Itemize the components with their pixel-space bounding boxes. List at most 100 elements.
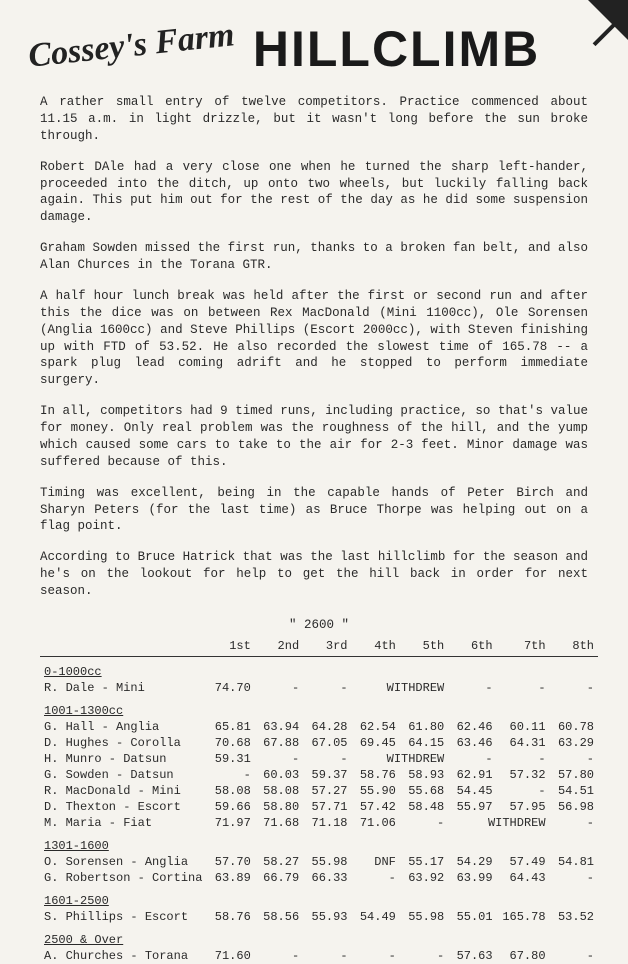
time-cell: 55.68 — [400, 783, 448, 799]
result-row: A. Churches - Torana71.60----57.6367.80- — [40, 948, 598, 964]
time-cell: 60.03 — [255, 767, 303, 783]
time-cell: - — [206, 767, 254, 783]
col-name-header — [40, 638, 206, 657]
time-cell: 62.46 — [448, 719, 496, 735]
para-6: According to Bruce Hatrick that was the … — [40, 549, 588, 600]
time-cell: - — [497, 751, 550, 767]
para-2: Graham Sowden missed the first run, than… — [40, 240, 588, 274]
time-cell: 67.05 — [303, 735, 351, 751]
time-cell: 57.71 — [303, 799, 351, 815]
time-cell: 63.92 — [400, 870, 448, 886]
time-cell: 55.90 — [352, 783, 400, 799]
time-cell: - — [550, 815, 598, 831]
driver-name: R. Dale - Mini — [40, 680, 206, 696]
time-cell: 64.15 — [400, 735, 448, 751]
time-cell: 58.08 — [255, 783, 303, 799]
corner-decoration — [588, 0, 628, 40]
page-header: Cossey's Farm HILLCLIMB — [0, 0, 628, 88]
time-cell: 57.80 — [550, 767, 598, 783]
time-cell: 66.33 — [303, 870, 351, 886]
result-row: H. Munro - Datsun59.31--WITHDREW--- — [40, 751, 598, 767]
class-row: 2500 & Over — [40, 925, 598, 948]
time-cell: WITHDREW — [448, 815, 549, 831]
results-table: 1st2nd3rd4th5th6th7th8th0-1000ccR. Dale … — [40, 638, 598, 964]
time-cell: - — [550, 680, 598, 696]
time-cell: 57.49 — [497, 854, 550, 870]
result-row: D. Thexton - Escort59.6658.8057.7157.425… — [40, 799, 598, 815]
time-cell: 55.97 — [448, 799, 496, 815]
col-header-7: 7th — [497, 638, 550, 657]
time-cell: 59.66 — [206, 799, 254, 815]
class-label: 0-1000cc — [40, 656, 598, 680]
class-row: 0-1000cc — [40, 656, 598, 680]
time-cell: 55.98 — [400, 909, 448, 925]
time-cell: - — [352, 948, 400, 964]
time-cell: 57.70 — [206, 854, 254, 870]
result-row: R. MacDonald - Mini58.0858.0857.2755.905… — [40, 783, 598, 799]
time-cell: 54.45 — [448, 783, 496, 799]
time-cell: 58.80 — [255, 799, 303, 815]
class-row: 1001-1300cc — [40, 696, 598, 719]
time-cell: 54.29 — [448, 854, 496, 870]
driver-name: M. Maria - Fiat — [40, 815, 206, 831]
para-4: In all, competitors had 9 timed runs, in… — [40, 403, 588, 471]
driver-name: S. Phillips - Escort — [40, 909, 206, 925]
time-cell: 165.78 — [497, 909, 550, 925]
table-header-row: 1st2nd3rd4th5th6th7th8th — [40, 638, 598, 657]
time-cell: 62.54 — [352, 719, 400, 735]
time-cell: - — [550, 870, 598, 886]
time-cell: WITHDREW — [352, 751, 449, 767]
time-cell: 59.31 — [206, 751, 254, 767]
time-cell: 63.99 — [448, 870, 496, 886]
time-cell: - — [550, 948, 598, 964]
page-title: HILLCLIMB — [253, 20, 540, 78]
time-cell: 71.18 — [303, 815, 351, 831]
col-header-1: 1st — [206, 638, 254, 657]
time-cell: - — [303, 948, 351, 964]
result-row: S. Phillips - Escort58.7658.5655.9354.49… — [40, 909, 598, 925]
col-header-3: 3rd — [303, 638, 351, 657]
time-cell: 66.79 — [255, 870, 303, 886]
time-cell: - — [497, 783, 550, 799]
driver-name: G. Hall - Anglia — [40, 719, 206, 735]
time-cell: 54.81 — [550, 854, 598, 870]
time-cell: 57.42 — [352, 799, 400, 815]
class-row: 1601-2500 — [40, 886, 598, 909]
time-cell: - — [352, 870, 400, 886]
time-cell: 58.76 — [352, 767, 400, 783]
result-row: D. Hughes - Corolla70.6867.8867.0569.456… — [40, 735, 598, 751]
result-row: G. Sowden - Datsun-60.0359.3758.7658.936… — [40, 767, 598, 783]
time-cell: 58.27 — [255, 854, 303, 870]
time-cell: 71.06 — [352, 815, 400, 831]
result-row: M. Maria - Fiat71.9771.6871.1871.06-WITH… — [40, 815, 598, 831]
time-cell: - — [400, 948, 448, 964]
result-row: G. Robertson - Cortina63.8966.7966.33-63… — [40, 870, 598, 886]
time-cell: 61.80 — [400, 719, 448, 735]
time-cell: 55.93 — [303, 909, 351, 925]
time-cell: 60.78 — [550, 719, 598, 735]
results-table-wrap: " 2600 " 1st2nd3rd4th5th6th7th8th0-1000c… — [0, 614, 628, 964]
para-5: Timing was excellent, being in the capab… — [40, 485, 588, 536]
time-cell: 64.28 — [303, 719, 351, 735]
time-cell: - — [497, 680, 550, 696]
para-3: A half hour lunch break was held after t… — [40, 288, 588, 389]
time-cell: 58.08 — [206, 783, 254, 799]
time-cell: 53.52 — [550, 909, 598, 925]
time-cell: 69.45 — [352, 735, 400, 751]
time-cell: - — [550, 751, 598, 767]
class-label: 1001-1300cc — [40, 696, 598, 719]
driver-name: G. Sowden - Datsun — [40, 767, 206, 783]
col-header-5: 5th — [400, 638, 448, 657]
time-cell: 70.68 — [206, 735, 254, 751]
para-0: A rather small entry of twelve competito… — [40, 94, 588, 145]
driver-name: O. Sorensen - Anglia — [40, 854, 206, 870]
driver-name: A. Churches - Torana — [40, 948, 206, 964]
body-text: A rather small entry of twelve competito… — [0, 88, 628, 600]
class-label: 1601-2500 — [40, 886, 598, 909]
time-cell: 63.46 — [448, 735, 496, 751]
class-row: 1301-1600 — [40, 831, 598, 854]
time-cell: 55.98 — [303, 854, 351, 870]
time-cell: 65.81 — [206, 719, 254, 735]
time-cell: 60.11 — [497, 719, 550, 735]
time-cell: 64.31 — [497, 735, 550, 751]
